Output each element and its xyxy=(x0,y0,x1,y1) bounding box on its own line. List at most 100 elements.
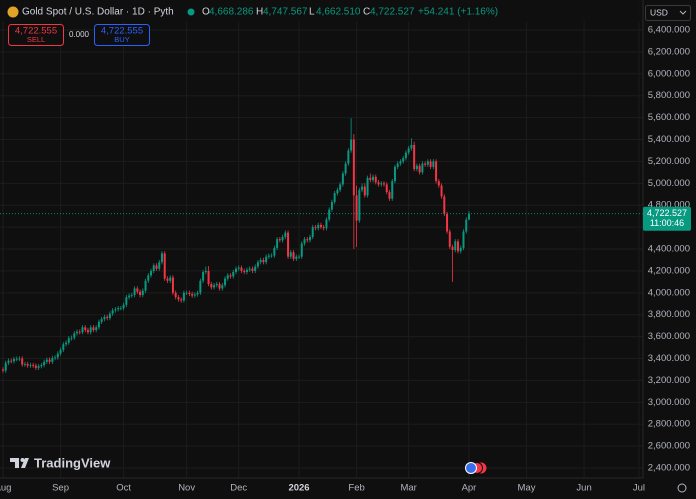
sell-button[interactable] xyxy=(8,24,64,46)
plot xyxy=(0,118,643,373)
x-tick-label: Oct xyxy=(116,483,131,494)
buy-button[interactable] xyxy=(94,24,150,46)
candle-body xyxy=(180,299,183,301)
candle-body xyxy=(160,253,163,263)
candle-body xyxy=(339,184,342,190)
candle-body xyxy=(7,360,10,363)
candle-body xyxy=(229,275,232,277)
header-bg xyxy=(0,0,640,22)
candle-body xyxy=(399,161,402,164)
candle-body xyxy=(289,252,292,257)
candle-body xyxy=(78,331,81,333)
ohlc-value: 4,662.510 xyxy=(316,7,361,18)
ohlc-key: L xyxy=(309,7,315,18)
candle-body xyxy=(213,285,216,288)
candle-body xyxy=(54,357,57,359)
candle-body xyxy=(319,224,322,228)
candle-body xyxy=(51,357,54,362)
ohlc-legend: O 4,668.286 H 4,747.567 L 4,662.510 C 4,722.527 xyxy=(202,7,415,18)
y-tick-label: 5,800.000 xyxy=(648,90,690,101)
candle-body xyxy=(106,316,109,319)
candle-body xyxy=(108,313,111,319)
candle-body xyxy=(59,349,62,354)
settings-icon[interactable] xyxy=(677,483,687,493)
candle-body xyxy=(259,259,262,263)
symbol-title[interactable]: Gold Spot / U.S. Dollar · 1D · Pyth xyxy=(22,7,174,18)
x-tick-label: Apr xyxy=(462,483,477,494)
candle-body xyxy=(193,294,196,296)
candle-body xyxy=(86,330,89,333)
candle-body xyxy=(328,209,331,220)
candle-body xyxy=(410,144,413,149)
y-tick-label: 6,000.000 xyxy=(648,68,690,79)
candle-body xyxy=(37,366,40,368)
y-tick-label: 4,800.000 xyxy=(648,200,690,211)
x-tick-label: Feb xyxy=(348,483,364,494)
candle-body xyxy=(177,297,180,300)
grid xyxy=(0,0,643,478)
brand-logo-dot xyxy=(20,458,25,462)
spread: 0.000 xyxy=(69,30,90,39)
x-tick-label: Dec xyxy=(230,483,247,494)
candle-body xyxy=(295,256,298,259)
candle-body xyxy=(314,227,317,229)
candle-body xyxy=(119,308,122,309)
candle-body xyxy=(377,182,380,185)
candle-body xyxy=(448,231,451,247)
market-status xyxy=(187,8,195,16)
candle-body xyxy=(372,176,375,181)
candle-body xyxy=(457,241,460,252)
x-tick-label: 2026 xyxy=(288,483,309,494)
candle-body xyxy=(333,193,336,202)
candle-body xyxy=(62,344,65,350)
y-tick-label: 3,000.000 xyxy=(648,397,690,408)
candle-body xyxy=(382,183,385,185)
candle-body xyxy=(254,266,257,271)
candle-body xyxy=(76,331,79,334)
candle-body xyxy=(292,252,295,259)
candle-body xyxy=(103,316,106,320)
candle-body xyxy=(273,247,276,256)
candle-body xyxy=(48,359,51,362)
candle-body xyxy=(218,284,221,289)
candle-body xyxy=(196,292,199,295)
candle-body xyxy=(270,255,273,257)
candle-body xyxy=(308,236,311,241)
candle-body xyxy=(128,295,131,298)
candle-body xyxy=(388,192,391,199)
candle-body xyxy=(152,265,155,271)
candle-body xyxy=(130,295,133,296)
x-tick-label: Jul xyxy=(633,483,645,494)
candle-body xyxy=(243,270,246,273)
candle-body xyxy=(199,280,202,293)
currency-select[interactable] xyxy=(645,5,691,21)
candle-body xyxy=(459,247,462,252)
ohlc-key: H xyxy=(256,7,263,18)
x-tick-label: Nov xyxy=(178,483,195,494)
candle-body xyxy=(141,290,144,296)
candle-body xyxy=(385,184,388,193)
candle-body xyxy=(67,338,70,343)
candle-body xyxy=(171,277,174,293)
candle-body xyxy=(284,232,287,237)
y-tick-label: 5,000.000 xyxy=(648,178,690,189)
x-tick-label: Sep xyxy=(52,483,69,494)
candle-body xyxy=(276,239,279,248)
candle-body xyxy=(117,308,120,310)
candle-body xyxy=(435,161,438,182)
candle-body xyxy=(325,219,328,229)
buy-label: BUY xyxy=(114,35,129,44)
candle-body xyxy=(432,161,435,167)
candle-body xyxy=(234,268,237,273)
candle-body xyxy=(56,353,59,358)
candle-body xyxy=(366,177,369,196)
event-icon-flag[interactable] xyxy=(465,462,477,474)
candle-body xyxy=(303,239,306,244)
candle-body xyxy=(224,278,227,286)
candle-body xyxy=(393,166,396,182)
y-tick-label: 6,400.000 xyxy=(648,25,690,36)
candle-body xyxy=(341,173,344,185)
candle-body xyxy=(454,241,457,251)
candle-body xyxy=(245,269,248,273)
